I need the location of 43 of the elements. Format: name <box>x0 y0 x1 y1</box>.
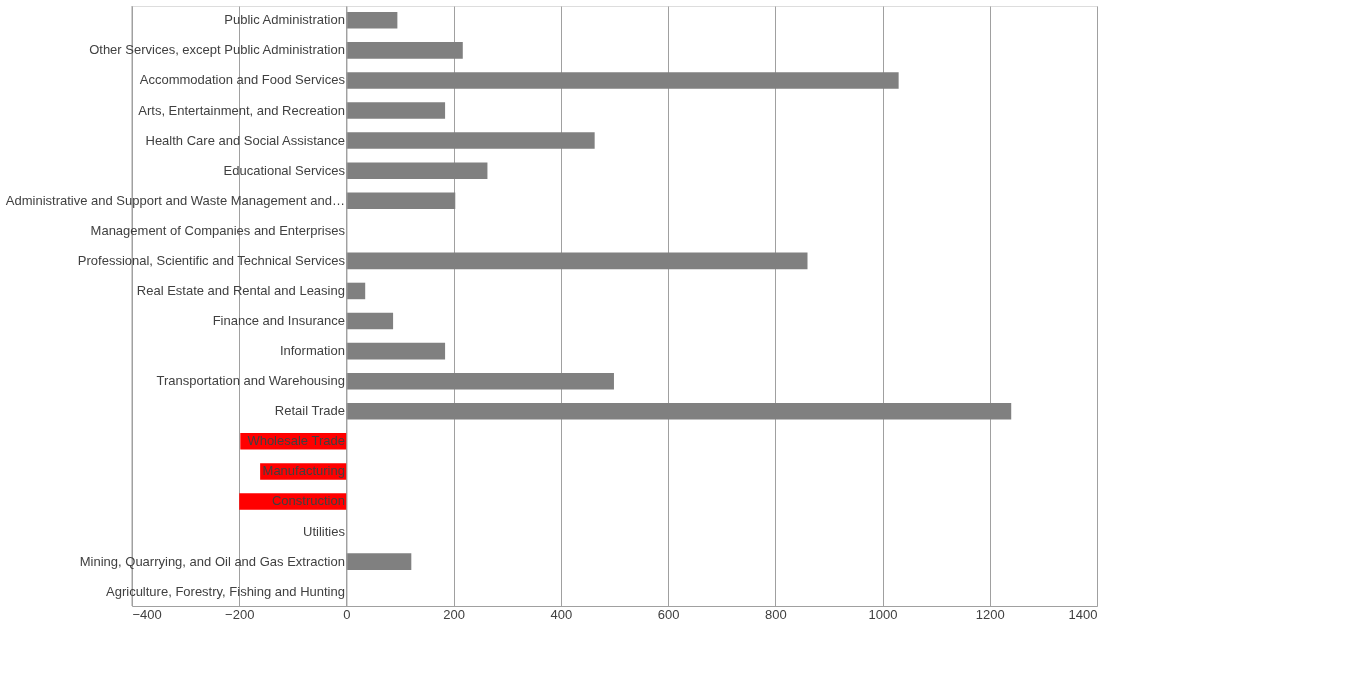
y-tick-label: Manufacturing <box>262 463 345 479</box>
y-tick-label: Utilities <box>303 523 346 539</box>
x-tick-label: 1000 <box>868 606 898 622</box>
y-tick-label: Arts, Entertainment, and Recreation <box>138 102 345 118</box>
y-tick-label: Finance and Insurance <box>212 313 345 329</box>
bar <box>346 402 1012 420</box>
x-tick-label: 400 <box>550 606 573 622</box>
bar <box>346 132 595 149</box>
y-tick-label: Wholesale Trade <box>247 433 345 449</box>
y-tick-label: Agriculture, Forestry, Fishing and Hunting <box>106 583 345 599</box>
bar <box>346 342 446 360</box>
x-tick-label: −400 <box>132 606 162 622</box>
y-tick-label: Accommodation and Food Services <box>139 72 346 88</box>
y-tick-label: Educational Services <box>223 162 346 178</box>
x-tick-label: −200 <box>225 606 255 622</box>
bar <box>346 12 398 29</box>
bar <box>346 162 488 179</box>
y-tick-label: Real Estate and Rental and Leasing <box>136 282 345 298</box>
bar <box>346 252 808 270</box>
bar <box>346 372 614 390</box>
bar <box>346 72 899 89</box>
y-tick-label: Health Care and Social Assistance <box>145 132 345 148</box>
x-tick-label: 1400 <box>1068 606 1098 622</box>
bar <box>346 312 394 330</box>
bar <box>346 102 446 119</box>
y-tick-label: Administrative and Support and Waste Management and… <box>5 192 345 208</box>
y-tick-label: Public Administration <box>224 12 345 28</box>
y-tick-label: Professional, Scientific and Technical Services <box>77 252 346 268</box>
y-tick-label: Mining, Quarrying, and Oil and Gas Extraction <box>79 553 345 569</box>
bar <box>346 192 456 210</box>
y-tick-label: Information <box>279 343 345 359</box>
bar <box>346 42 463 59</box>
x-tick-label: 800 <box>764 606 787 622</box>
x-tick-label: 0 <box>343 606 351 622</box>
x-tick-label: 1200 <box>975 606 1005 622</box>
y-tick-label: Other Services, except Public Administration <box>89 42 345 58</box>
x-tick-label: 200 <box>443 606 466 622</box>
bar <box>346 553 412 570</box>
y-tick-label: Construction <box>271 493 345 509</box>
y-tick-label: Transportation and Warehousing <box>156 373 345 389</box>
y-tick-label: Retail Trade <box>274 403 345 419</box>
x-tick-label: 600 <box>657 606 680 622</box>
y-tick-label: Management of Companies and Enterprises <box>90 222 346 238</box>
